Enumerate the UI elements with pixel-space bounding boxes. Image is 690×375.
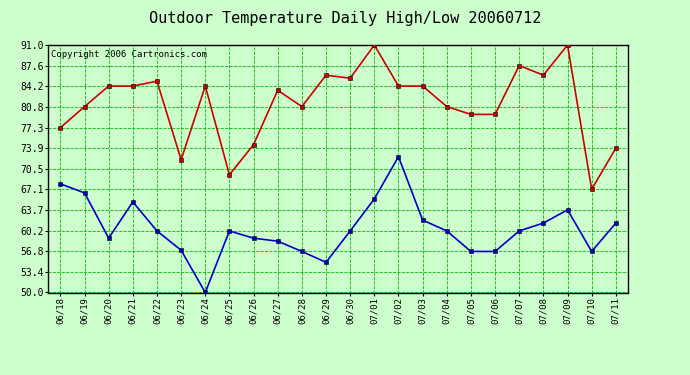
Text: Outdoor Temperature Daily High/Low 20060712: Outdoor Temperature Daily High/Low 20060… bbox=[149, 11, 541, 26]
Text: Copyright 2006 Cartronics.com: Copyright 2006 Cartronics.com bbox=[51, 50, 207, 59]
